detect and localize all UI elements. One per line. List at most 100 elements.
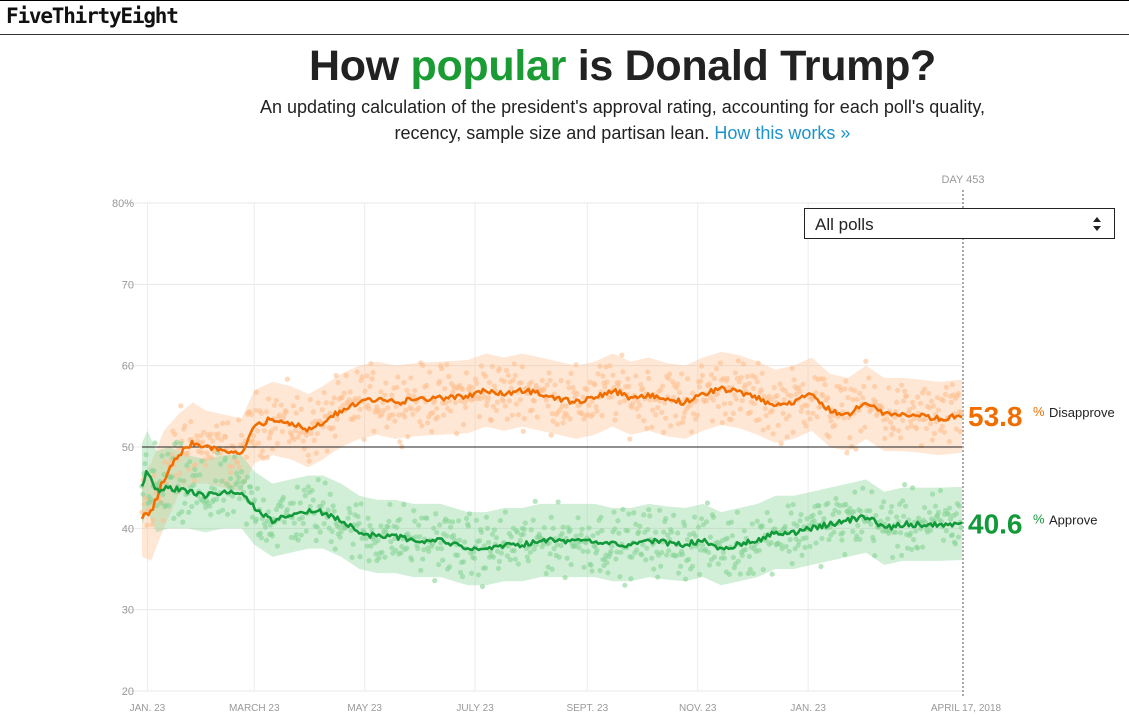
approve-poll-dot [633, 521, 639, 527]
disapprove-poll-dot [327, 410, 333, 416]
approve-poll-dot [588, 562, 594, 568]
disapprove-poll-dot [481, 394, 488, 400]
disapprove-poll-dot [339, 394, 345, 401]
approve-poll-dot [947, 516, 954, 522]
disapprove-poll-dot [268, 428, 275, 434]
approve-poll-dot [684, 536, 691, 543]
disapprove-poll-dot [554, 421, 560, 427]
approve-poll-dot [452, 537, 458, 543]
approve-poll-dot [559, 531, 565, 537]
disapprove-poll-dot [141, 501, 147, 507]
disapprove-poll-dot [473, 380, 480, 386]
approve-poll-dot [386, 518, 392, 524]
approve-poll-dot [639, 552, 645, 558]
approve-poll-dot [956, 503, 962, 509]
approve-poll-dot [331, 508, 337, 514]
disapprove-poll-dot [636, 413, 642, 419]
disapprove-poll-dot [659, 409, 665, 415]
approve-poll-dot [214, 496, 220, 502]
disapprove-poll-dot [546, 370, 552, 376]
approve-poll-dot [378, 523, 384, 529]
approve-poll-dot [858, 508, 864, 514]
approve-poll-dot [818, 563, 824, 570]
approve-poll-dot [737, 571, 743, 577]
disapprove-poll-dot [443, 400, 449, 406]
approve-poll-dot [152, 440, 158, 446]
approve-poll-dot [894, 514, 900, 520]
disapprove-poll-dot [402, 414, 408, 420]
approve-poll-dot [685, 556, 692, 563]
disapprove-poll-dot [371, 428, 377, 434]
approve-poll-dot [937, 487, 944, 494]
approve-poll-dot [900, 498, 906, 504]
approve-poll-dot [756, 547, 762, 553]
disapprove-poll-dot [457, 398, 464, 404]
approve-poll-dot [496, 558, 503, 564]
disapprove-poll-dot [781, 397, 787, 403]
how-this-works-link[interactable]: How this works » [714, 123, 851, 143]
approve-poll-dot [224, 481, 230, 487]
approve-poll-dot [431, 525, 437, 531]
disapprove-poll-dot [742, 382, 748, 388]
approve-poll-dot [476, 538, 483, 544]
disapprove-poll-dot [435, 414, 441, 420]
poll-filter-select[interactable]: All polls [804, 208, 1115, 239]
approve-poll-dot [548, 514, 554, 520]
disapprove-poll-dot [939, 423, 946, 429]
disapprove-poll-dot [193, 461, 199, 467]
approve-poll-dot [885, 516, 891, 522]
approve-poll-dot [244, 474, 251, 480]
disapprove-poll-dot [332, 433, 338, 439]
disapprove-poll-dot [850, 396, 856, 403]
disapprove-poll-dot [710, 397, 717, 403]
approve-poll-dot [189, 503, 195, 510]
disapprove-poll-dot [668, 423, 674, 429]
approve-poll-dot [280, 494, 286, 500]
disapprove-poll-dot [600, 373, 606, 379]
approve-poll-dot [659, 549, 665, 556]
disapprove-poll-dot [810, 410, 816, 416]
disapprove-poll-dot [759, 370, 765, 376]
approve-poll-dot [711, 554, 718, 560]
disapprove-poll-dot [905, 425, 911, 431]
disapprove-poll-dot [822, 382, 828, 388]
approve-poll-dot [640, 542, 646, 548]
site-logo[interactable]: FiveThirtyEight [6, 4, 179, 28]
approve-poll-dot [665, 532, 671, 538]
disapprove-poll-dot [882, 435, 888, 441]
approve-poll-dot [177, 477, 183, 483]
disapprove-poll-dot [476, 414, 483, 420]
disapprove-poll-dot [335, 380, 341, 386]
disapprove-poll-dot [663, 415, 669, 421]
disapprove-poll-dot [860, 395, 866, 401]
approve-poll-dot [675, 530, 681, 536]
poll-dots [139, 352, 964, 590]
disapprove-poll-dot [385, 405, 391, 411]
approve-poll-dot [707, 534, 714, 540]
disapprove-poll-dot [271, 402, 278, 408]
approve-poll-dot [843, 501, 849, 508]
approve-poll-dot [478, 529, 485, 535]
approve-poll-dot [867, 508, 873, 514]
disapprove-poll-dot [543, 397, 549, 403]
disapprove-poll-dot [439, 365, 445, 372]
approve-poll-dot [796, 538, 802, 545]
disapprove-poll-dot [595, 371, 601, 377]
disapprove-poll-dot [276, 412, 282, 418]
approve-poll-dot [416, 522, 422, 528]
end-labels: 53.8% Disapprove 40.6% Approve [968, 401, 1115, 539]
disapprove-poll-dot [272, 425, 279, 432]
disapprove-poll-dot [366, 406, 372, 412]
disapprove-poll-dot [586, 402, 592, 408]
approve-poll-dot [837, 503, 843, 509]
approve-poll-dot [807, 543, 813, 550]
x-tick-label: MARCH 23 [229, 703, 280, 714]
disapprove-poll-dot [896, 427, 902, 434]
approve-poll-dot [889, 503, 895, 510]
approve-poll-dot [269, 533, 276, 539]
disapprove-poll-dot [472, 376, 479, 382]
approve-poll-dot [676, 570, 682, 576]
disapprove-poll-dot [199, 449, 205, 456]
disapprove-poll-dot [381, 407, 387, 414]
approve-poll-dot [293, 531, 299, 538]
